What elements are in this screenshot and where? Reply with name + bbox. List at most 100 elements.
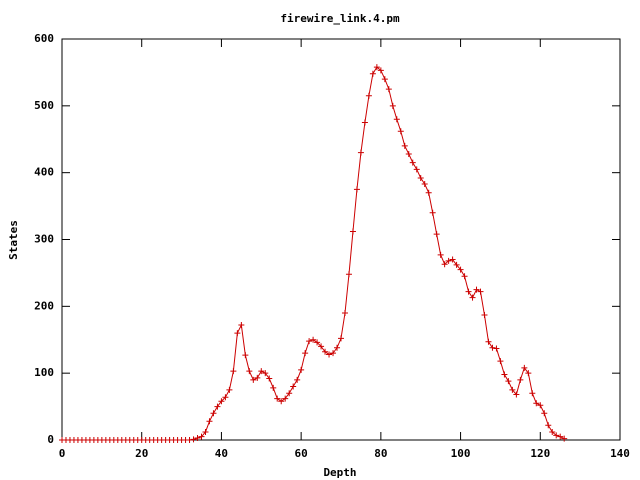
data-point xyxy=(533,400,540,407)
data-point xyxy=(258,368,265,375)
data-point xyxy=(266,375,273,382)
data-point xyxy=(314,339,321,346)
data-point xyxy=(457,266,464,273)
data-point xyxy=(294,376,301,383)
x-tick-label: 20 xyxy=(135,447,148,460)
data-point xyxy=(557,433,564,440)
data-point xyxy=(357,149,364,156)
data-point xyxy=(477,288,484,295)
data-point xyxy=(513,391,520,398)
data-point xyxy=(345,271,352,278)
data-point xyxy=(226,386,233,393)
data-point xyxy=(381,76,388,83)
data-point xyxy=(290,383,297,390)
data-point xyxy=(413,166,420,173)
data-point xyxy=(393,116,400,123)
data-point xyxy=(433,231,440,238)
data-point xyxy=(186,437,193,443)
data-point xyxy=(338,335,344,342)
data-point xyxy=(545,422,552,429)
data-point xyxy=(453,261,460,268)
data-point xyxy=(549,428,556,435)
x-tick-label: 100 xyxy=(451,447,471,460)
data-point xyxy=(278,398,285,405)
data-point xyxy=(429,209,436,216)
data-point xyxy=(437,251,444,258)
data-point xyxy=(214,403,221,410)
data-point xyxy=(525,370,532,377)
data-point xyxy=(286,390,293,397)
data-point xyxy=(341,310,348,317)
data-point xyxy=(246,368,253,375)
data-point xyxy=(373,64,380,71)
x-tick-label: 80 xyxy=(374,447,387,460)
data-point xyxy=(274,395,281,402)
data-point xyxy=(489,344,496,351)
data-point xyxy=(409,159,416,166)
data-point xyxy=(282,395,289,402)
data-point xyxy=(250,376,257,383)
data-point xyxy=(270,384,277,391)
data-point xyxy=(310,336,317,343)
data-point xyxy=(262,370,269,377)
x-tick-label: 40 xyxy=(215,447,228,460)
y-tick-label: 200 xyxy=(34,299,54,312)
data-point xyxy=(461,273,468,280)
data-point xyxy=(206,418,213,425)
data-point xyxy=(242,352,249,359)
data-point xyxy=(230,368,237,375)
data-point xyxy=(190,436,197,443)
x-tick-label: 60 xyxy=(295,447,308,460)
data-point xyxy=(389,102,396,109)
data-point xyxy=(326,351,333,358)
chart-title: firewire_link.4.pm xyxy=(280,12,400,25)
data-point xyxy=(222,394,229,401)
y-tick-label: 600 xyxy=(34,32,54,45)
data-point xyxy=(349,228,356,235)
data-point xyxy=(210,410,217,417)
data-point xyxy=(238,322,245,329)
data-point xyxy=(254,374,261,381)
data-point xyxy=(194,434,201,441)
data-point xyxy=(425,189,432,196)
data-point xyxy=(397,128,404,135)
data-point xyxy=(377,67,384,74)
data-point xyxy=(561,435,568,442)
data-point xyxy=(322,348,329,355)
x-tick-label: 120 xyxy=(530,447,550,460)
y-tick-label: 300 xyxy=(34,233,54,246)
y-axis-label: States xyxy=(7,220,20,260)
data-point xyxy=(334,344,341,351)
data-point xyxy=(234,330,241,337)
data-point xyxy=(449,256,456,263)
data-point xyxy=(517,376,524,383)
data-point xyxy=(465,288,472,295)
data-point xyxy=(537,402,544,409)
data-point xyxy=(445,257,452,264)
data-point xyxy=(501,371,508,378)
data-point xyxy=(417,175,424,182)
y-tick-label: 500 xyxy=(34,99,54,112)
data-point xyxy=(369,70,376,77)
data-point xyxy=(469,294,476,301)
data-point xyxy=(505,378,512,385)
data-point xyxy=(330,350,337,357)
data-point xyxy=(318,343,325,350)
data-point xyxy=(202,428,209,435)
data-point xyxy=(405,150,412,157)
data-point xyxy=(509,386,516,393)
y-tick-label: 100 xyxy=(34,366,54,379)
data-point xyxy=(306,338,313,345)
data-point xyxy=(541,410,548,417)
y-tick-label: 0 xyxy=(47,433,54,446)
data-point xyxy=(441,261,448,268)
data-point xyxy=(481,312,488,319)
data-point xyxy=(473,286,480,293)
data-point xyxy=(421,181,428,188)
data-point xyxy=(553,432,560,439)
data-point xyxy=(361,119,368,126)
data-point xyxy=(529,390,536,397)
x-tick-label: 140 xyxy=(610,447,630,460)
data-point xyxy=(485,338,492,345)
